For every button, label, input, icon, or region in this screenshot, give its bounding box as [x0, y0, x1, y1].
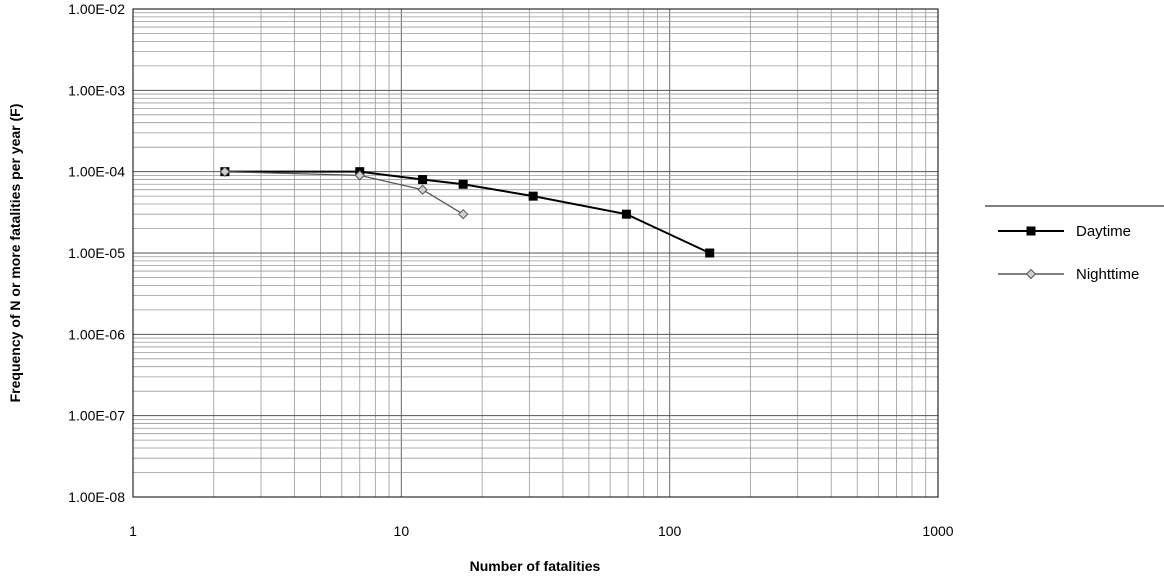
y-axis-tick-labels: 1.00E-08 1.00E-07 1.00E-06 1.00E-05 1.00E-04…	[68, 1, 125, 505]
legend-item-nighttime: Nighttime	[998, 266, 1139, 283]
y-tick-label: 1.00E-07	[68, 408, 125, 424]
data-point	[457, 208, 469, 220]
x-tick-label: 1	[129, 523, 137, 539]
data-point	[621, 209, 631, 219]
data-point	[705, 248, 715, 258]
legend-label: Nighttime	[1076, 266, 1139, 283]
legend-marker	[1025, 268, 1037, 280]
legend-label: Daytime	[1076, 223, 1131, 240]
y-tick-label: 1.00E-03	[68, 82, 125, 98]
series-nighttime	[219, 166, 469, 220]
y-tick-label: 1.00E-05	[68, 245, 125, 261]
x-tick-label: 1000	[922, 523, 953, 539]
legend: Daytime Nighttime	[998, 223, 1139, 283]
data-point	[458, 179, 468, 189]
y-tick-label: 1.00E-06	[68, 326, 125, 342]
x-axis-title: Number of fatalities	[470, 558, 601, 574]
y-tick-label: 1.00E-04	[68, 164, 125, 180]
data-point	[418, 175, 428, 185]
legend-item-daytime: Daytime	[998, 223, 1131, 240]
legend-marker	[1026, 226, 1036, 236]
grid	[133, 9, 938, 497]
y-axis-title: Frequency of N or more fatalities per ye…	[7, 104, 23, 403]
series	[219, 166, 715, 258]
x-tick-label: 10	[394, 523, 410, 539]
y-tick-label: 1.00E-02	[68, 1, 125, 17]
y-tick-label: 1.00E-08	[68, 489, 125, 505]
plot-area-frame	[132, 8, 939, 498]
data-point	[354, 170, 365, 181]
series-line	[224, 171, 464, 215]
data-point	[528, 191, 538, 201]
data-point	[219, 166, 231, 177]
data-point	[417, 184, 428, 195]
x-tick-label: 100	[658, 523, 682, 539]
x-axis-tick-labels: 1 10 100 1000	[129, 523, 954, 539]
